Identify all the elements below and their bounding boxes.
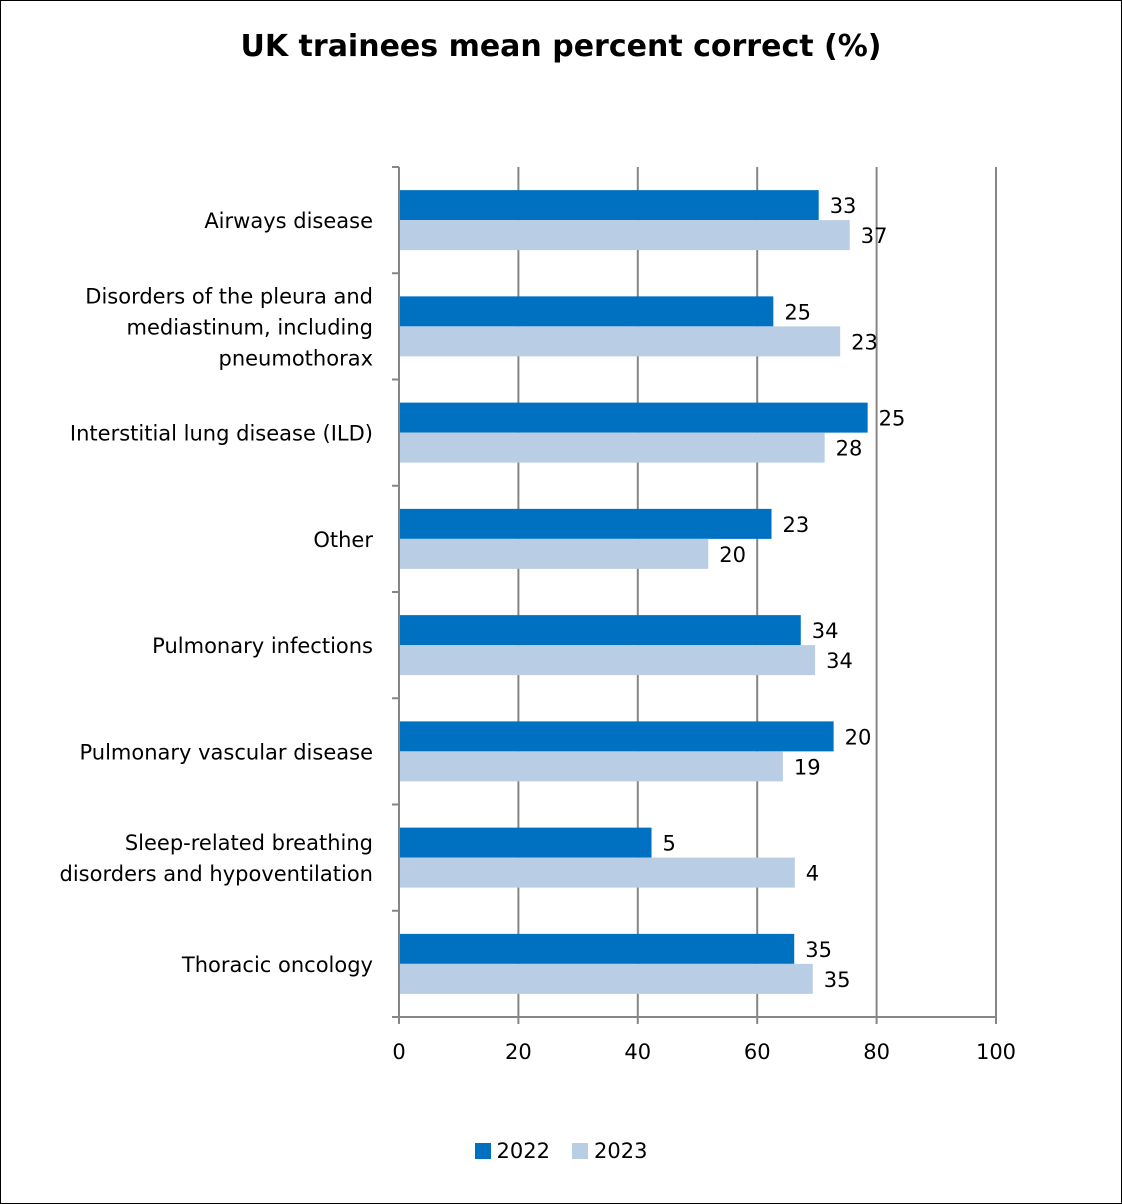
bar-2022-5 <box>399 615 801 646</box>
x-tick-label: 100 <box>976 1040 1016 1064</box>
bar-2023-8 <box>399 963 813 994</box>
axes <box>392 166 997 1024</box>
bar-2022-7 <box>399 827 652 858</box>
legend-label: 2023 <box>594 1139 648 1163</box>
chart-title: UK trainees mean percent correct (%) <box>240 29 882 64</box>
data-label-2022: 25 <box>784 300 811 324</box>
category-label: Pulmonary infections <box>152 634 373 658</box>
data-label-2023: 34 <box>826 649 853 673</box>
x-tick-label: 0 <box>392 1040 405 1064</box>
legend: 2022 2023 <box>1 1139 1121 1163</box>
bar-2023-7 <box>399 857 795 888</box>
data-label-2023: 20 <box>719 543 746 567</box>
data-label-2023: 19 <box>794 755 821 779</box>
bar-2023-1 <box>399 220 850 251</box>
bar-2023-2 <box>399 326 841 357</box>
data-label-2023: 4 <box>806 862 819 886</box>
data-label-2023: 35 <box>824 968 851 992</box>
x-tick-label: 80 <box>863 1040 890 1064</box>
bars <box>399 190 868 994</box>
data-label-2022: 23 <box>783 513 810 537</box>
bar-2022-2 <box>399 296 774 327</box>
category-label: Pulmonary vascular disease <box>79 740 373 764</box>
bar-2023-5 <box>399 645 816 676</box>
x-tick-label: 60 <box>744 1040 771 1064</box>
bar-2022-4 <box>399 508 772 539</box>
data-label-2022: 20 <box>845 725 872 749</box>
legend-item-2022: 2022 <box>474 1139 550 1163</box>
x-tick-label: 20 <box>505 1040 532 1064</box>
data-label-2023: 37 <box>861 224 888 248</box>
bar-2022-1 <box>399 190 819 221</box>
category-label: Thoracic oncology <box>181 953 373 977</box>
category-label: Interstitial lung disease (ILD) <box>70 422 373 446</box>
category-label: Disorders of the pleura and mediastinum, … <box>85 284 373 370</box>
category-label: Sleep-related breathing disorders and hyp… <box>60 831 373 886</box>
x-tick-label: 40 <box>624 1040 651 1064</box>
data-label-2023: 23 <box>851 330 878 354</box>
legend-swatch <box>474 1143 491 1159</box>
bar-2023-4 <box>399 538 709 569</box>
legend-item-2023: 2023 <box>572 1139 647 1163</box>
gridlines <box>517 167 997 1017</box>
category-label: Airways disease <box>204 209 373 233</box>
legend-swatch <box>572 1143 588 1159</box>
data-label-2022: 33 <box>830 194 857 218</box>
bar-2022-6 <box>399 721 834 752</box>
bar-2023-6 <box>399 751 783 782</box>
bar-2022-3 <box>399 402 868 433</box>
legend-label: 2022 <box>496 1139 550 1163</box>
data-label-2023: 28 <box>836 437 863 461</box>
data-label-2022: 35 <box>805 938 832 962</box>
bar-2023-3 <box>399 432 825 463</box>
data-label-2022: 5 <box>663 832 676 856</box>
bar-2022-8 <box>399 933 795 964</box>
data-label-2022: 25 <box>879 407 906 431</box>
data-label-2022: 34 <box>812 619 839 643</box>
category-label: Other <box>313 528 373 552</box>
